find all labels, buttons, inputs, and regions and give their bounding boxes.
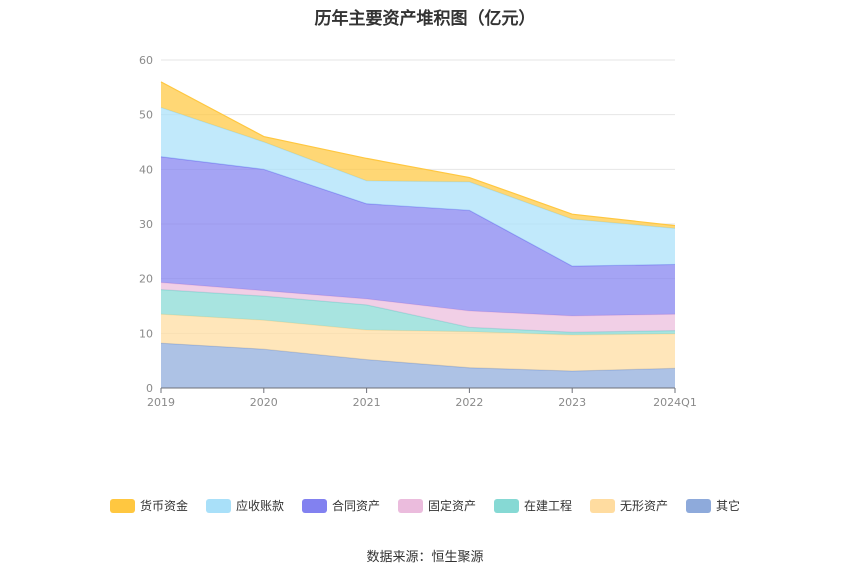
y-tick-label: 40	[139, 163, 153, 176]
y-tick-label: 0	[146, 382, 153, 395]
legend-label: 固定资产	[427, 499, 476, 513]
legend-item[interactable]: 应收账款	[205, 497, 284, 514]
legend-swatch	[301, 498, 327, 513]
legend-swatch	[397, 498, 423, 513]
x-tick-label: 2021	[353, 396, 381, 409]
legend-swatch	[494, 498, 519, 513]
y-tick-label: 50	[139, 109, 153, 122]
area-series-固定资产[interactable]	[161, 282, 675, 333]
legend-swatch	[205, 498, 231, 513]
y-tick-label: 60	[139, 54, 153, 67]
area-series-应收账款[interactable]	[161, 107, 675, 267]
legend-swatch	[686, 498, 712, 513]
legend-item[interactable]: 无形资产	[590, 497, 668, 514]
x-tick-label: 2023	[558, 396, 586, 409]
area-line-货币资金	[160, 81, 676, 227]
legend-swatch	[109, 498, 135, 513]
source-note: 数据来源：恒生聚源	[366, 550, 484, 565]
legend-item[interactable]: 其它	[686, 497, 740, 514]
x-tick-label: 2019	[147, 396, 175, 409]
x-tick-label: 2024Q1	[653, 396, 697, 409]
chart-title: 历年主要资产堆积图（亿元）	[314, 9, 536, 29]
legend-item[interactable]: 合同资产	[301, 497, 380, 514]
legend-item[interactable]: 货币资金	[109, 497, 188, 514]
area-series-无形资产[interactable]	[161, 314, 675, 372]
x-tick-label: 2020	[250, 396, 278, 409]
area-layer	[160, 81, 676, 388]
legend-label: 货币资金	[139, 499, 188, 513]
y-tick-label: 30	[139, 218, 153, 231]
legend-item[interactable]: 在建工程	[494, 497, 572, 514]
area-series-其它[interactable]	[161, 343, 675, 388]
legend-label: 应收账款	[235, 499, 284, 513]
legend-label: 在建工程	[524, 499, 573, 513]
x-tick-label: 2022	[455, 396, 483, 409]
legend-label: 其它	[716, 499, 741, 513]
legend: 货币资金 应收账款 合同资产 固定资产 在建工程 无形资产 其它	[0, 497, 850, 514]
legend-label: 合同资产	[331, 499, 380, 513]
axes: 0 10 20 30 40 50 60 2019 2020 2021 2022 2023 2024Q1	[139, 54, 697, 409]
area-line-其它	[160, 342, 676, 372]
legend-label: 无形资产	[620, 499, 669, 513]
y-tick-label: 20	[139, 273, 153, 286]
y-tick-label: 10	[139, 327, 153, 340]
legend-item[interactable]: 固定资产	[397, 497, 476, 514]
legend-swatch	[590, 498, 616, 513]
area-series-合同资产[interactable]	[161, 156, 675, 316]
area-series-在建工程[interactable]	[161, 289, 675, 335]
